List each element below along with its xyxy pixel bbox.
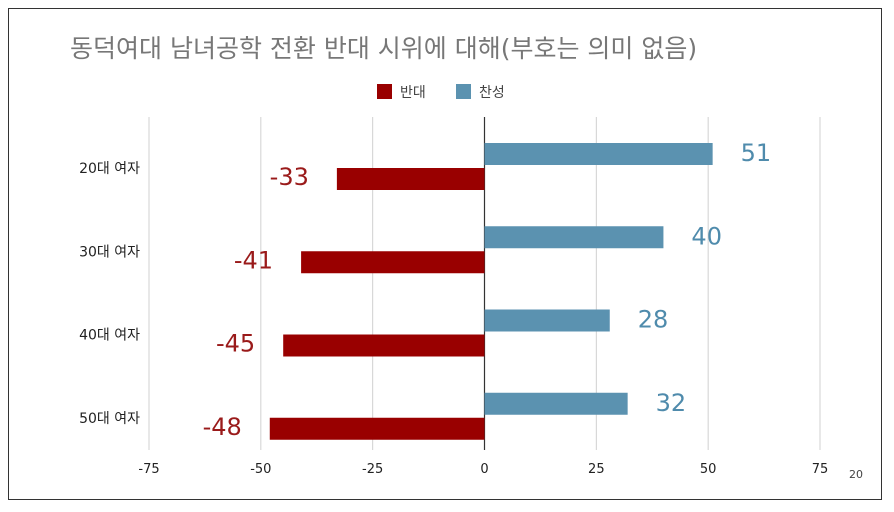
data-labels: 51 -33 40 -41 28 -45 32 -48 [203,139,772,441]
bars [269,143,713,440]
gridlines [148,117,821,450]
x-tick-label: 50 [700,462,717,477]
category-label: 20대 여자 [79,161,140,177]
category-label: 40대 여자 [79,328,140,344]
chart-title: 동덕여대 남녀공학 전환 반대 시위에 대해(부호는 의미 없음) [70,34,697,63]
data-label-oppose: -41 [234,246,273,274]
data-label-oppose: -45 [216,330,255,358]
data-label-support: 28 [638,306,669,334]
x-tick-label: -75 [138,462,159,477]
bar-oppose [269,417,485,440]
data-label-oppose: -33 [270,163,309,191]
bar-oppose [301,251,485,274]
bar-support [484,309,610,332]
bar-support [484,226,664,249]
legend-label-support: 찬성 [479,85,505,101]
x-tick-label: 75 [812,462,829,477]
legend: 반대 찬성 [377,84,505,101]
x-tick-label: -25 [362,462,383,477]
category-label: 50대 여자 [79,411,140,427]
category-labels: 20대 여자 30대 여자 40대 여자 50대 여자 [79,161,140,427]
bar-support [484,143,713,165]
bar-support [484,392,628,415]
legend-label-oppose: 반대 [400,85,426,101]
legend-swatch-oppose [377,84,392,99]
bar-oppose [336,168,485,190]
x-tick-label: 25 [588,462,605,477]
legend-swatch-support [456,84,471,99]
bar-oppose [283,334,485,357]
x-tick-label: -50 [250,462,271,477]
data-label-support: 32 [656,389,687,417]
x-tick-label: 0 [480,462,488,477]
data-label-support: 40 [691,222,722,250]
page-number: 20 [849,468,863,481]
x-tick-labels: -75 -50 -25 0 25 50 75 [138,462,828,477]
category-label: 30대 여자 [79,244,140,260]
data-label-oppose: -48 [203,413,242,441]
data-label-support: 51 [741,139,772,167]
